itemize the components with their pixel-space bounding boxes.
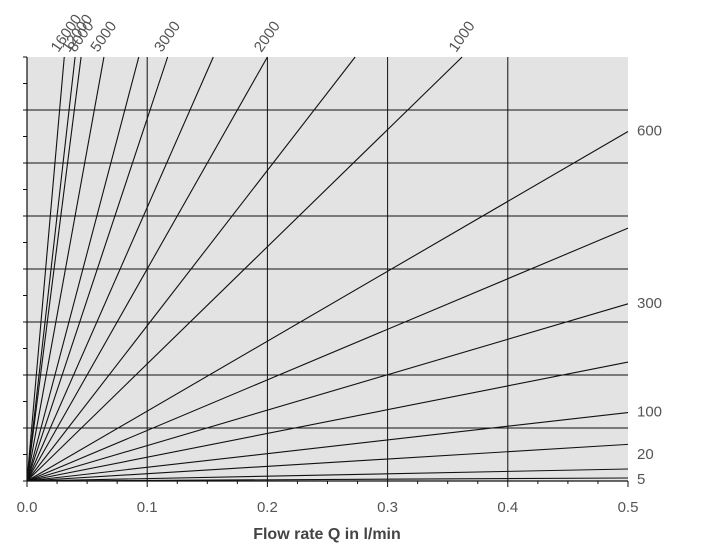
x-tick-label: 0.3	[377, 499, 398, 516]
series-label: 1000	[445, 18, 478, 55]
series-label: 2000	[251, 18, 284, 55]
x-tick-label: 0.0	[17, 499, 38, 516]
series-line	[26, 56, 169, 482]
series-line	[26, 411, 629, 482]
series-line	[26, 56, 268, 482]
series-line	[26, 56, 214, 482]
series-lines	[26, 56, 629, 482]
series-label: 300	[637, 295, 662, 312]
x-tick-label: 0.1	[137, 499, 158, 516]
x-tick-label: 0.5	[618, 499, 639, 516]
series-line	[26, 130, 629, 482]
series-label: 5	[637, 471, 645, 488]
series-line	[26, 56, 105, 482]
series-line	[26, 443, 629, 482]
series-line	[26, 56, 65, 482]
series-label: 600	[637, 122, 662, 139]
series-label: 20	[637, 446, 654, 463]
x-tick-label: 0.4	[497, 499, 518, 516]
series-line	[26, 468, 629, 482]
series-line	[26, 56, 356, 482]
x-tick-label: 0.2	[257, 499, 278, 516]
grid	[27, 57, 628, 481]
series-line	[26, 56, 463, 482]
series-label: 3000	[151, 18, 184, 55]
x-axis-label: Flow rate Q in l/min	[253, 526, 401, 543]
series-line	[26, 227, 629, 482]
x-tick-labels: 0.0 0.1 0.2 0.3 0.4 0.5	[17, 499, 639, 516]
axes	[23, 56, 629, 487]
series-line	[26, 56, 82, 482]
series-line	[26, 361, 629, 482]
series-label: 100	[637, 404, 662, 421]
series-line	[26, 56, 140, 482]
series-line	[26, 303, 629, 482]
series-line	[26, 56, 76, 482]
